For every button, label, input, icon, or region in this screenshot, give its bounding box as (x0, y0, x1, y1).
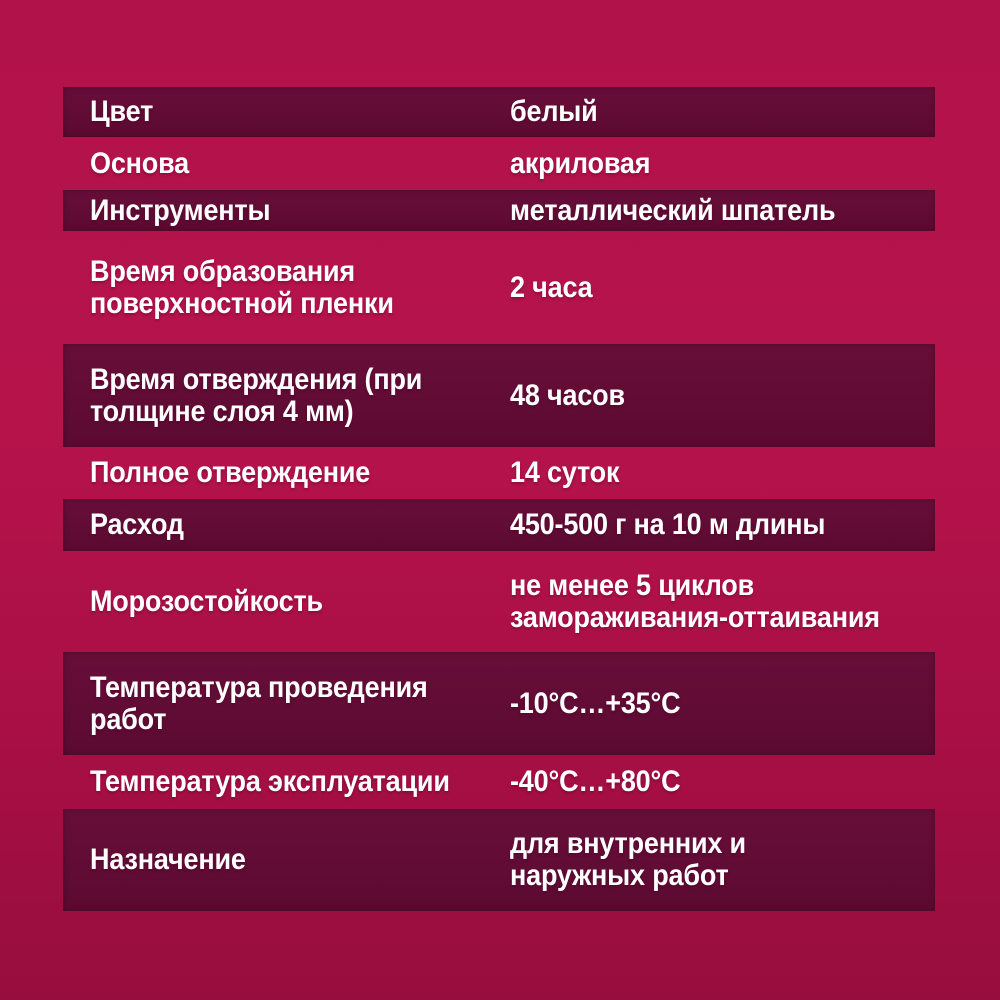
spec-value-text: 2 часа (510, 270, 593, 304)
table-row: Основа акриловая (63, 137, 935, 190)
spec-value-text: белый (510, 95, 598, 128)
spec-label: Время отверждения (при толщине слоя 4 мм… (63, 362, 510, 428)
spec-value-text: -10°C…+35°C (510, 686, 681, 720)
spec-label: Расход (63, 509, 510, 541)
spec-label-text: Полное отверждение (90, 456, 371, 489)
spec-value-text: -40°C…+80°C (510, 765, 681, 798)
spec-value-text: не менее 5 циклов замораживания-оттаиван… (510, 568, 880, 634)
spec-label-text: Инструменты (90, 193, 271, 227)
spec-label-text: Температура проведения работ (90, 670, 428, 736)
spec-value: акриловая (510, 146, 935, 180)
spec-label-text: Время отверждения (при толщине слоя 4 мм… (90, 362, 423, 428)
spec-value: 2 часа (510, 270, 935, 304)
spec-value: 48 часов (510, 378, 935, 412)
table-row: Расход 450-500 г на 10 м длины (63, 499, 935, 551)
spec-label-text: Цвет (90, 95, 154, 128)
spec-label: Температура проведения работ (63, 670, 510, 736)
spec-label-text: Основа (90, 146, 189, 180)
table-row: Температура проведения работ -10°C…+35°C (63, 652, 935, 755)
spec-label: Основа (63, 146, 510, 180)
spec-value-text: 450-500 г на 10 м длины (510, 508, 826, 541)
table-row: Цвет белый (63, 87, 935, 137)
spec-value: -10°C…+35°C (510, 686, 935, 720)
spec-label: Назначение (63, 844, 510, 876)
spec-value: -40°C…+80°C (510, 766, 935, 798)
spec-value-text: 48 часов (510, 378, 625, 412)
table-row: Время образования поверхностной пленки 2 … (63, 231, 935, 344)
spec-value: 14 суток (510, 457, 935, 489)
table-row: Назначение для внутренних и наружных рабо… (63, 809, 935, 911)
table-row: Инструменты металлический шпатель (63, 190, 935, 231)
spec-value: металлический шпатель (510, 193, 935, 227)
spec-label-text: Время образования поверхностной пленки (90, 254, 394, 320)
spec-label-text: Назначение (90, 843, 246, 876)
table-row: Морозостойкость не менее 5 циклов замораж… (63, 551, 935, 652)
spec-value: 450-500 г на 10 м длины (510, 509, 935, 541)
spec-label-text: Температура эксплуатации (90, 765, 450, 798)
spec-label: Инструменты (63, 193, 510, 227)
spec-value: для внутренних и наружных работ (510, 828, 935, 892)
spec-value-text: металлический шпатель (510, 193, 836, 227)
table-row: Температура эксплуатации -40°C…+80°C (63, 755, 935, 809)
spec-value-text: акриловая (510, 146, 651, 180)
spec-value: не менее 5 циклов замораживания-оттаиван… (510, 568, 935, 634)
spec-label: Температура эксплуатации (63, 766, 510, 798)
spec-label: Морозостойкость (63, 584, 510, 618)
spec-label-text: Морозостойкость (90, 584, 323, 618)
table-row: Время отверждения (при толщине слоя 4 мм… (63, 344, 935, 447)
spec-value: белый (510, 96, 935, 128)
table-row: Полное отверждение 14 суток (63, 447, 935, 499)
spec-value-text: 14 суток (510, 456, 620, 489)
spec-label: Полное отверждение (63, 457, 510, 489)
spec-table: Цвет белый Основа акриловая Инструменты метал… (63, 87, 935, 911)
spec-label-text: Расход (90, 508, 184, 541)
spec-label: Время образования поверхностной пленки (63, 254, 510, 320)
spec-value-text: для внутренних и наружных работ (510, 827, 746, 892)
spec-label: Цвет (63, 96, 510, 128)
